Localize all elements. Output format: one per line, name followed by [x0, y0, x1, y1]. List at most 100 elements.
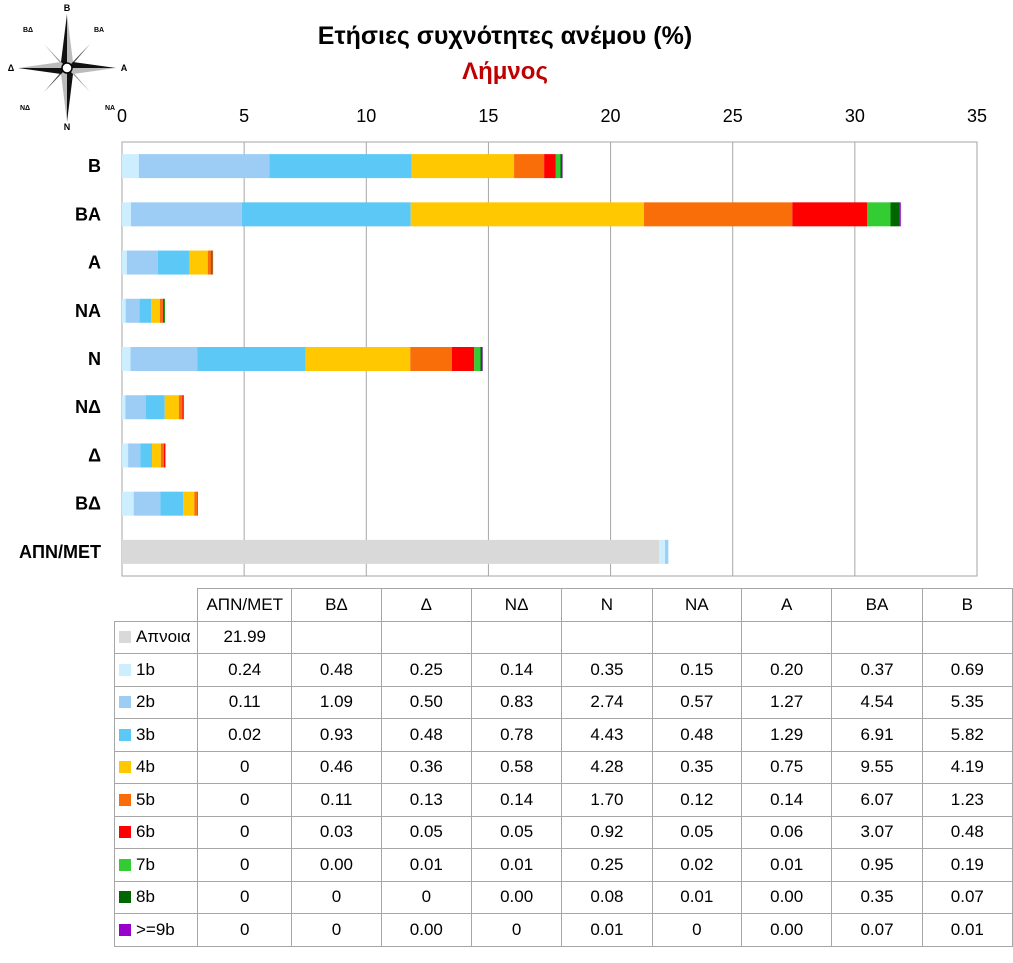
legend-label: >=9b — [136, 919, 175, 939]
bar-segment — [305, 347, 411, 371]
table-cell: 0.14 — [470, 783, 563, 817]
table-row: 7b 0 0.00 0.01 0.01 0.25 0.02 0.01 0.95 0.19 — [113, 848, 1013, 882]
table-row: 6b 0 0.03 0.05 0.05 0.92 0.05 0.06 3.07 0.48 — [113, 815, 1013, 849]
bar-segment — [411, 154, 515, 179]
table-cell: 0.05 — [651, 815, 743, 849]
table-cell: 4.19 — [921, 750, 1013, 784]
table-cell: 0.57 — [651, 685, 743, 719]
category-label: ΝΑ — [75, 301, 101, 321]
bar-segment — [164, 298, 165, 323]
table-row: 8b 0 0 0 0.00 0.08 0.01 0.00 0.35 0.07 — [113, 880, 1013, 914]
table-cell: 3.07 — [831, 815, 923, 849]
data-table: ΑΠΝ/ΜΕΤ ΒΔ Δ ΝΔ Ν ΝΑ Α ΒΑ Β Απνοια 21.99 1b 0.24 0.48… — [113, 588, 1013, 947]
table-cell: 1.09 — [291, 685, 382, 719]
table-cell: 0.14 — [741, 783, 833, 817]
bar-segment — [890, 202, 900, 227]
bar-segment — [122, 395, 126, 420]
table-cell: 0.08 — [561, 880, 653, 914]
table-cell: 0.00 — [470, 880, 563, 914]
table-cell: 0.03 — [291, 815, 382, 849]
table-cell: 6.91 — [831, 718, 923, 752]
legend-swatch — [119, 923, 131, 936]
bar-segment — [480, 347, 483, 371]
table-cell: 2.74 — [561, 685, 653, 719]
bar-segment — [122, 347, 131, 371]
bar-segment — [133, 491, 161, 516]
category-label: Δ — [88, 445, 101, 465]
bar-segment — [157, 250, 190, 275]
bar-segment — [122, 202, 132, 227]
legend-label: 1b — [136, 659, 155, 679]
table-cell: 0.58 — [470, 750, 563, 784]
compass-label-n: Β — [64, 3, 71, 13]
table-cell: 1.27 — [741, 685, 833, 719]
bar-segment — [162, 298, 165, 323]
legend-swatch — [119, 761, 131, 774]
table-cell: 0 — [291, 880, 382, 914]
category-label: ΝΔ — [75, 397, 101, 417]
table-cell: 0 — [197, 848, 293, 882]
table-cell: 0.14 — [470, 653, 563, 687]
bar-segment — [194, 491, 197, 516]
bar-segment — [178, 395, 183, 420]
bar-segment — [128, 443, 141, 468]
legend-label: 2b — [136, 692, 155, 712]
table-cell: 0.06 — [741, 815, 833, 849]
table-cell: 0.01 — [651, 880, 743, 914]
x-tick-label: 0 — [117, 106, 127, 126]
compass-label-nw: ΒΔ — [23, 27, 33, 34]
bar-segment — [152, 443, 161, 468]
bar-segment — [197, 347, 306, 371]
legend-entry: 6b — [113, 815, 199, 849]
table-cell: 0.00 — [741, 880, 833, 914]
bar-segment — [555, 154, 561, 179]
compass-label-w: Δ — [8, 63, 15, 73]
table-cell: 0.25 — [380, 653, 472, 687]
table-row: 5b 0 0.11 0.13 0.14 1.70 0.12 0.14 6.07 1.23 — [113, 783, 1013, 817]
bar-segment — [122, 539, 660, 564]
legend-entry: 2b — [113, 685, 199, 719]
legend-entry: 1b — [113, 653, 199, 687]
table-cell: 0.35 — [561, 653, 653, 687]
table-cell: 0.13 — [380, 783, 472, 817]
table-cell: 0.83 — [470, 685, 563, 719]
x-tick-label: 15 — [478, 106, 498, 126]
table-cell — [291, 620, 382, 654]
legend-label: 6b — [136, 822, 155, 842]
bar-segment — [130, 347, 198, 371]
table-column-header: ΒΔ — [291, 588, 382, 622]
x-tick-label: 10 — [356, 106, 376, 126]
table-row: 1b 0.24 0.48 0.25 0.14 0.35 0.15 0.20 0.37 0.69 — [113, 653, 1013, 687]
bar-segment — [125, 395, 146, 420]
table-cell: 21.99 — [197, 620, 293, 654]
compass-rose-points — [18, 14, 116, 122]
bar-segment — [164, 395, 179, 420]
bar-segment — [211, 250, 213, 275]
table-cell: 0.92 — [561, 815, 653, 849]
table-cell — [741, 620, 833, 654]
bar-segment — [131, 202, 242, 227]
legend-label: 7b — [136, 854, 155, 874]
bar-segment — [138, 154, 270, 179]
chart-title: Ετήσιες συχνότητες ανέμου (%) — [317, 22, 693, 50]
table-cell — [651, 620, 743, 654]
bar-segment — [212, 250, 214, 275]
table-column-header: Α — [741, 588, 833, 622]
bar-segment — [126, 250, 158, 275]
table-cell: 0 — [380, 880, 472, 914]
bar-segment — [482, 347, 483, 371]
table-cell: 0.11 — [291, 783, 382, 817]
table-column-header: ΝΔ — [470, 588, 563, 622]
legend-label: Απνοια — [136, 627, 191, 647]
bar-segment — [140, 443, 153, 468]
table-cell: 0.20 — [741, 653, 833, 687]
bar-segment — [665, 539, 668, 564]
table-cell: 0.01 — [921, 913, 1013, 947]
legend-swatch — [119, 793, 131, 806]
table-cell: 0.02 — [651, 848, 743, 882]
bar-segment — [899, 202, 901, 227]
bar-segment — [164, 443, 166, 468]
bar-segment — [160, 443, 165, 468]
table-cell: 0.05 — [380, 815, 472, 849]
legend-label: 8b — [136, 887, 155, 907]
